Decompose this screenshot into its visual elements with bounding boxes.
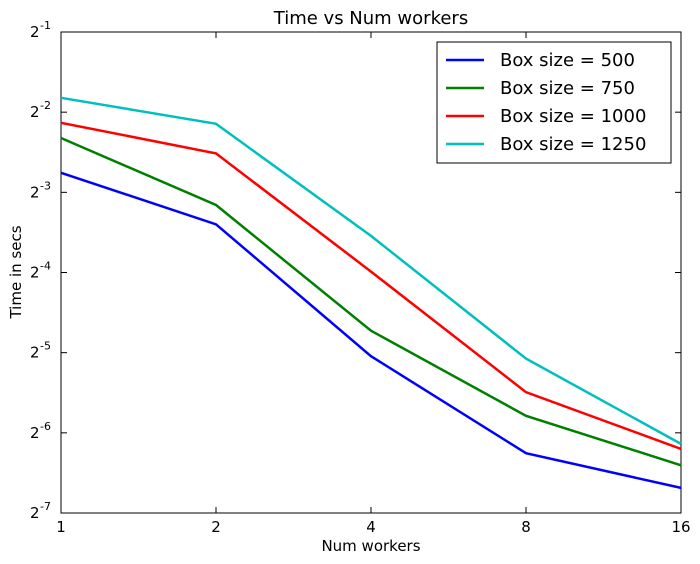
- x-tick-label: 8: [521, 518, 531, 536]
- y-tick-label-base: 2: [30, 424, 40, 442]
- y-tick-label-exponent: -2: [40, 99, 51, 112]
- y-tick-label-base: 2: [30, 344, 40, 362]
- chart-title: Time vs Num workers: [273, 8, 468, 29]
- x-tick-labels: 1 2 4 8 16: [56, 518, 690, 536]
- legend-label-0: Box size = 500: [500, 50, 635, 71]
- y-tick-labels: 2 -12 -22 -32 -42 -52 -62 -7: [30, 19, 51, 522]
- y-tick-label-base: 2: [30, 183, 40, 201]
- series-line-1: [60, 136, 682, 467]
- y-tick-label-base: 2: [30, 23, 40, 41]
- y-tick-label-exponent: -3: [40, 179, 51, 192]
- y-tick-label-base: 2: [30, 504, 40, 522]
- series-lines: [60, 96, 682, 490]
- y-tick-label-exponent: -1: [40, 19, 51, 32]
- y-tick-label-exponent: -6: [40, 420, 51, 433]
- series-line-0: [60, 171, 682, 490]
- y-tick-label-exponent: -5: [40, 340, 51, 353]
- legend: Box size = 500 Box size = 750 Box size = 1…: [436, 41, 672, 164]
- legend-label-2: Box size = 1000: [500, 106, 646, 127]
- x-tick-label: 1: [56, 518, 66, 536]
- axis-ticks: [60, 31, 682, 514]
- series-line-2: [60, 121, 682, 451]
- y-tick-label-exponent: -7: [40, 500, 51, 513]
- y-tick-label-exponent: -4: [40, 260, 51, 273]
- y-tick-label-base: 2: [30, 264, 40, 282]
- x-tick-label: 2: [211, 518, 221, 536]
- x-axis-label: Num workers: [321, 537, 420, 555]
- x-tick-label: 4: [366, 518, 376, 536]
- series-line-3: [60, 96, 682, 445]
- x-tick-label: 16: [671, 518, 690, 536]
- legend-label-1: Box size = 750: [500, 78, 635, 99]
- y-axis-label: Time in secs: [7, 225, 25, 319]
- legend-label-3: Box size = 1250: [500, 134, 646, 155]
- y-tick-label-base: 2: [30, 103, 40, 121]
